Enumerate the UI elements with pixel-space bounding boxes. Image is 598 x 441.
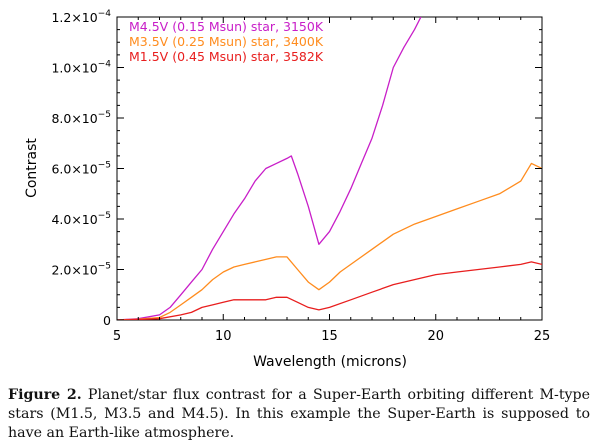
series-line-1 bbox=[117, 17, 422, 320]
series-line-2 bbox=[117, 162, 542, 320]
x-tick-label: 5 bbox=[113, 329, 121, 344]
caption-text: Planet/star flux contrast for a Super-Ea… bbox=[8, 387, 590, 441]
legend-entry-1: M4.5V (0.15 Msun) star, 3150K bbox=[129, 19, 324, 34]
legend-entry-2: M3.5V (0.25 Msun) star, 3400K bbox=[129, 34, 324, 49]
x-axis-label: Wavelength (microns) bbox=[253, 354, 407, 370]
legend-entry-3: M1.5V (0.45 Msun) star, 3582K bbox=[129, 49, 324, 64]
x-tick-label: 10 bbox=[215, 329, 232, 344]
y-tick-label: 1.2×10−4 bbox=[51, 9, 111, 25]
x-tick-label: 20 bbox=[427, 329, 444, 344]
y-tick-label: 1.0×10−4 bbox=[51, 60, 111, 76]
figure-label: Figure 2. bbox=[8, 387, 82, 403]
series-line-3 bbox=[117, 261, 542, 320]
y-tick-label: 6.0×10−5 bbox=[51, 161, 111, 177]
y-tick-label: 8.0×10−5 bbox=[51, 110, 111, 126]
y-tick-label: 4.0×10−5 bbox=[51, 211, 111, 227]
figure-caption: Figure 2. Planet/star flux contrast for … bbox=[8, 386, 590, 441]
y-axis-label: Contrast bbox=[24, 138, 40, 198]
x-tick-label: 25 bbox=[534, 329, 551, 344]
contrast-chart: 5 10 15 20 25 0 2.0×10−5 4.0×10−5 6.0×10−5 8.0×10… bbox=[24, 9, 551, 370]
y-tick-label: 2.0×10−5 bbox=[51, 262, 111, 278]
y-tick-label: 0 bbox=[103, 313, 111, 328]
x-tick-label: 15 bbox=[321, 329, 338, 344]
